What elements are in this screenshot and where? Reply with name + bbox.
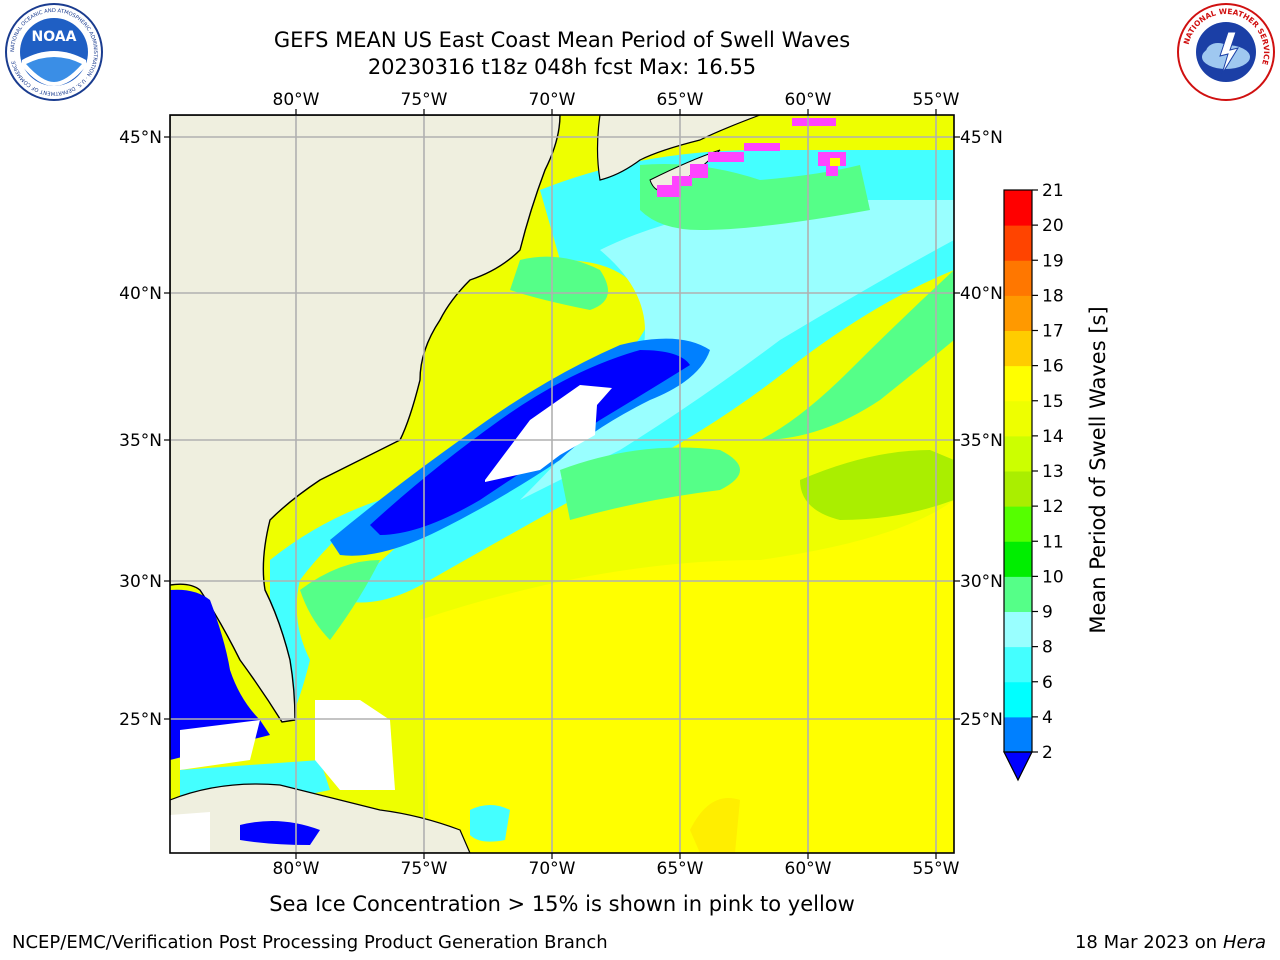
date-stamp: 18 Mar 2023 on Hera [1075, 932, 1266, 953]
colorbar-bin [1004, 225, 1032, 261]
lat-label: 45°N [119, 128, 162, 148]
colorbar-bin [1004, 471, 1032, 507]
colorbar-bin [1004, 190, 1032, 226]
colorbar-tick-label: 15 [1042, 392, 1064, 412]
machine-name: Hera [1222, 932, 1266, 953]
lon-label: 55°W [913, 90, 960, 110]
forecast-subtitle: 20230316 t18z 048h fcst Max: 16.55 [367, 55, 757, 79]
colorbar-bin [1004, 541, 1032, 577]
lon-label: 55°W [913, 859, 960, 879]
colorbar-tick-label: 12 [1042, 497, 1064, 517]
colorbar: 2 4 6 8 9 10 11 12 13 14 15 16 17 18 19 20 21 [1003, 181, 1064, 782]
map-frame [169, 114, 955, 854]
sea-ice-note: Sea Ice Concentration > 15% is shown in … [269, 892, 855, 916]
colorbar-tick-label: 14 [1042, 427, 1064, 447]
colorbar-bin [1004, 330, 1032, 367]
lon-label: 70°W [529, 859, 576, 879]
masked-region [485, 385, 612, 482]
credit-line: NCEP/EMC/Verification Post Processing Pr… [12, 932, 608, 953]
masked-region [180, 720, 260, 770]
colorbar-bin [1004, 646, 1032, 683]
colorbar-tick-label: 19 [1042, 251, 1064, 271]
sea-ice-mask [830, 158, 840, 166]
swell-contour [760, 270, 954, 440]
colorbar-bin [1004, 506, 1032, 542]
masked-region [315, 700, 395, 790]
colorbar-bin [1004, 365, 1032, 402]
colorbar-bin [1004, 435, 1032, 472]
swell-contour [270, 500, 380, 720]
date-text: 18 Mar 2023 on [1074, 932, 1218, 953]
us-east-coast-land [170, 115, 561, 723]
colorbar-bin [1004, 576, 1032, 612]
swell-contour [510, 256, 608, 310]
lat-labels-left: 45°N 40°N 35°N 30°N 25°N [119, 128, 162, 730]
swell-contour [690, 798, 740, 853]
lon-label: 80°W [273, 859, 320, 879]
gulf-waters [170, 589, 270, 760]
lon-label: 80°W [273, 90, 320, 110]
colorbar-bin [1004, 611, 1032, 648]
noaa-logo: NOAA NATIONAL OCEANIC AND ATMOSPHERIC AD… [5, 3, 103, 101]
lat-label: 30°N [119, 572, 162, 592]
colorbar-tick-label: 2 [1042, 743, 1053, 763]
graticule [170, 115, 954, 853]
masked-region [170, 812, 210, 853]
lat-labels-right: 45°N 40°N 35°N 30°N 25°N [960, 128, 1003, 730]
map-title: GEFS MEAN US East Coast Mean Period of S… [273, 28, 851, 52]
colorbar-tick-label: 18 [1042, 286, 1064, 306]
lon-label: 65°W [657, 90, 704, 110]
swell-contour [800, 450, 954, 520]
lat-label: 40°N [960, 284, 1003, 304]
lon-label: 70°W [529, 90, 576, 110]
colorbar-tick-label: 10 [1042, 567, 1064, 587]
lon-label: 75°W [401, 90, 448, 110]
noaa-text: NOAA [32, 29, 77, 45]
colorbar-bin [1004, 400, 1032, 437]
swell-contour [470, 805, 510, 842]
colorbar-bin [1004, 716, 1032, 753]
map-field [170, 115, 954, 853]
colorbar-tick-label: 8 [1042, 638, 1053, 658]
lat-label: 40°N [119, 284, 162, 304]
lat-label: 30°N [960, 572, 1003, 592]
lat-label: 35°N [119, 431, 162, 451]
colorbar-tick-label: 21 [1042, 181, 1064, 201]
colorbar-bin [1004, 681, 1032, 718]
colorbar-tick-label: 6 [1042, 673, 1053, 693]
maritimes-land [596, 115, 761, 181]
lat-label: 25°N [119, 710, 162, 730]
swell-contour [560, 447, 740, 520]
colorbar-tick-label: 13 [1042, 462, 1064, 482]
lon-label: 65°W [657, 859, 704, 879]
colorbar-label: Mean Period of Swell Waves [s] [1086, 306, 1110, 634]
colorbar-tick-label: 9 [1042, 603, 1053, 623]
colorbar-tick-label: 20 [1042, 216, 1064, 236]
colorbar-tick-label: 17 [1042, 322, 1064, 342]
lon-label: 75°W [401, 859, 448, 879]
lat-label: 35°N [960, 431, 1003, 451]
lon-label: 60°W [785, 90, 832, 110]
colorbar-bin [1004, 295, 1032, 331]
axis-ticks [164, 109, 960, 859]
swell-contour [520, 200, 954, 500]
swell-contour [240, 821, 320, 845]
swell-contour [640, 164, 870, 230]
colorbar-tick-label: 11 [1042, 532, 1064, 552]
colorbar-tick-label: 16 [1042, 357, 1064, 377]
lat-label: 45°N [960, 128, 1003, 148]
swell-contour [420, 500, 954, 853]
lon-labels-bottom: 80°W 75°W 70°W 65°W 60°W 55°W [273, 859, 960, 879]
lon-labels-top: 80°W 75°W 70°W 65°W 60°W 55°W [273, 90, 960, 110]
swell-contour [300, 560, 380, 640]
lon-label: 60°W [785, 859, 832, 879]
lat-label: 25°N [960, 710, 1003, 730]
nws-logo: NATIONAL WEATHER SERVICE [1177, 3, 1275, 101]
colorbar-bin [1004, 260, 1032, 296]
colorbar-under-extension [1003, 751, 1033, 782]
colorbar-tick-label: 4 [1042, 708, 1053, 728]
